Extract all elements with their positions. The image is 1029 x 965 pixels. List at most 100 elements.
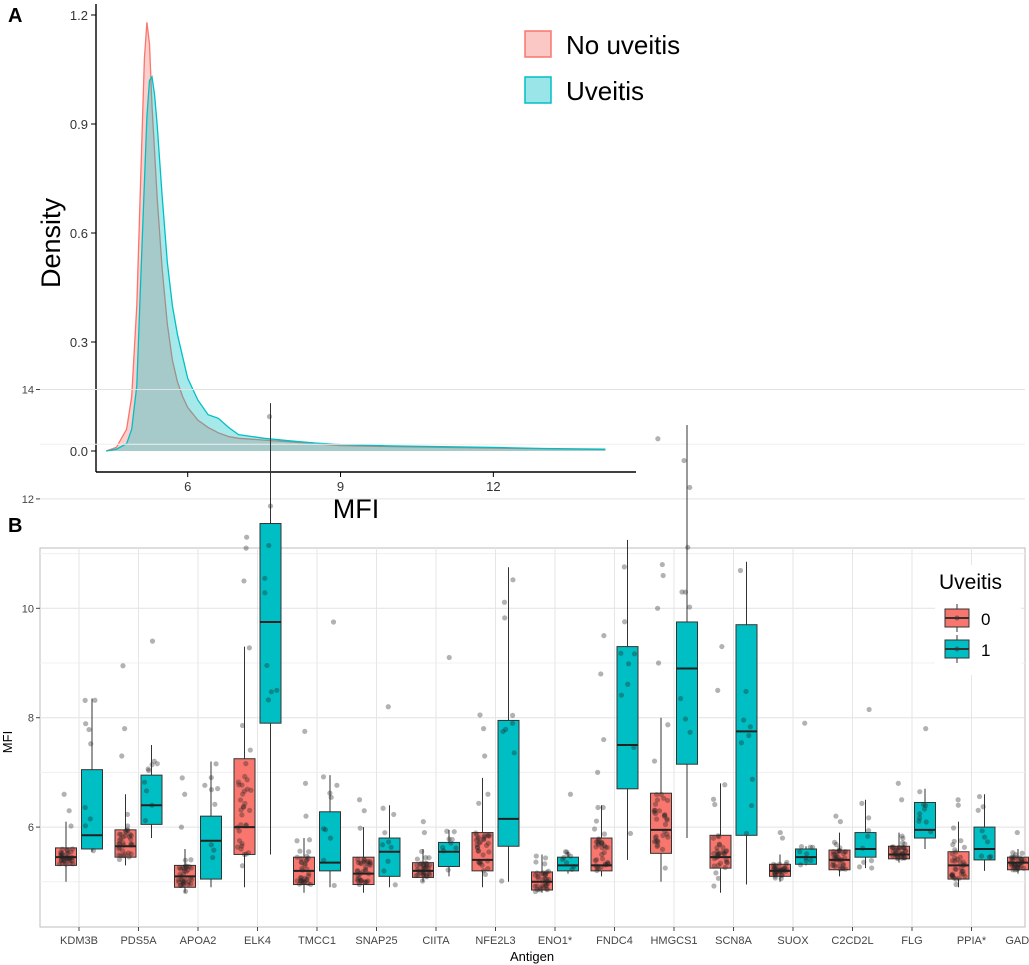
data-point	[840, 862, 847, 868]
outlier-point	[595, 769, 601, 776]
data-point	[440, 844, 446, 851]
box-iqr	[497, 719, 520, 847]
data-point	[1012, 862, 1018, 868]
data-point	[960, 871, 967, 877]
data-point	[357, 877, 363, 883]
density-area-uveitis	[106, 76, 606, 452]
data-point	[182, 863, 189, 869]
data-point	[175, 877, 181, 883]
data-point	[354, 868, 361, 874]
data-point	[715, 851, 721, 857]
data-point	[331, 882, 337, 889]
data-point	[842, 855, 848, 861]
box-iqr	[114, 829, 137, 858]
data-point	[661, 795, 667, 801]
outlier-point	[361, 808, 367, 814]
data-point	[1015, 865, 1021, 871]
box-C2CD2L-group-1	[854, 706, 877, 871]
data-point	[599, 851, 605, 858]
data-point	[446, 836, 452, 842]
data-point	[121, 853, 127, 859]
data-point	[479, 862, 485, 868]
data-point	[988, 853, 994, 860]
data-point	[715, 862, 721, 868]
data-point	[741, 717, 747, 723]
data-point	[301, 879, 307, 885]
data-point	[535, 875, 541, 881]
data-point	[421, 865, 427, 871]
b-x-tick-label: ELK4	[244, 935, 271, 947]
data-point	[116, 831, 123, 837]
data-point	[362, 879, 368, 885]
data-point	[771, 866, 778, 872]
data-point	[599, 845, 605, 851]
data-point	[58, 857, 64, 864]
data-point	[355, 856, 361, 862]
data-point	[208, 787, 215, 793]
b-x-tick-label: APOA2	[180, 935, 217, 947]
data-point	[297, 875, 303, 881]
data-point	[243, 823, 249, 829]
data-point	[418, 860, 424, 867]
data-point	[239, 843, 245, 849]
data-point	[294, 854, 300, 860]
data-point	[64, 855, 70, 861]
data-point	[183, 877, 189, 883]
data-point	[58, 852, 64, 859]
data-point	[244, 777, 250, 783]
data-point	[320, 774, 327, 780]
box-iqr	[676, 621, 698, 765]
data-point	[64, 856, 70, 862]
data-point	[422, 865, 428, 871]
data-point	[178, 877, 184, 883]
data-point	[1019, 859, 1026, 865]
data-point	[902, 855, 908, 861]
data-point	[598, 841, 605, 847]
data-point	[357, 860, 364, 866]
data-point	[188, 857, 194, 863]
data-point	[363, 866, 369, 873]
data-point	[593, 818, 600, 824]
data-point	[772, 862, 779, 868]
outlier-point	[303, 813, 309, 819]
data-point	[1015, 857, 1021, 863]
box-iqr	[650, 792, 672, 854]
data-point	[146, 767, 152, 774]
data-point	[839, 865, 845, 871]
data-point	[426, 868, 432, 874]
data-point	[665, 834, 671, 840]
data-point	[248, 787, 254, 793]
outlier-point	[654, 605, 661, 611]
box-SUOX-group-1	[795, 720, 817, 868]
data-point	[984, 839, 991, 845]
data-point	[486, 832, 492, 838]
a-x-tick-label: 9	[337, 479, 344, 494]
data-point	[90, 848, 96, 854]
data-point	[63, 855, 69, 861]
data-point	[381, 868, 387, 874]
data-point	[363, 860, 370, 866]
data-point	[476, 800, 482, 806]
data-point	[897, 845, 903, 851]
a-y-axis-title: Density	[36, 197, 66, 288]
data-point	[365, 858, 371, 865]
data-point	[241, 804, 247, 810]
b-x-tick-label: NFE2L3	[475, 935, 515, 947]
box-iqr	[973, 826, 996, 861]
outlier-point	[61, 791, 67, 797]
outlier-point	[178, 824, 185, 830]
box-iqr	[233, 758, 256, 855]
data-point	[899, 855, 905, 861]
data-point	[68, 849, 74, 855]
data-point	[69, 858, 75, 864]
data-point	[595, 866, 601, 872]
data-point	[539, 883, 545, 889]
b-x-tick-label: KDM3B	[60, 935, 98, 947]
data-point	[899, 833, 905, 839]
data-point	[180, 881, 186, 887]
box-iqr	[557, 856, 579, 872]
data-point	[653, 816, 660, 822]
data-point	[837, 848, 843, 854]
data-point	[778, 867, 784, 873]
data-point	[306, 837, 313, 843]
